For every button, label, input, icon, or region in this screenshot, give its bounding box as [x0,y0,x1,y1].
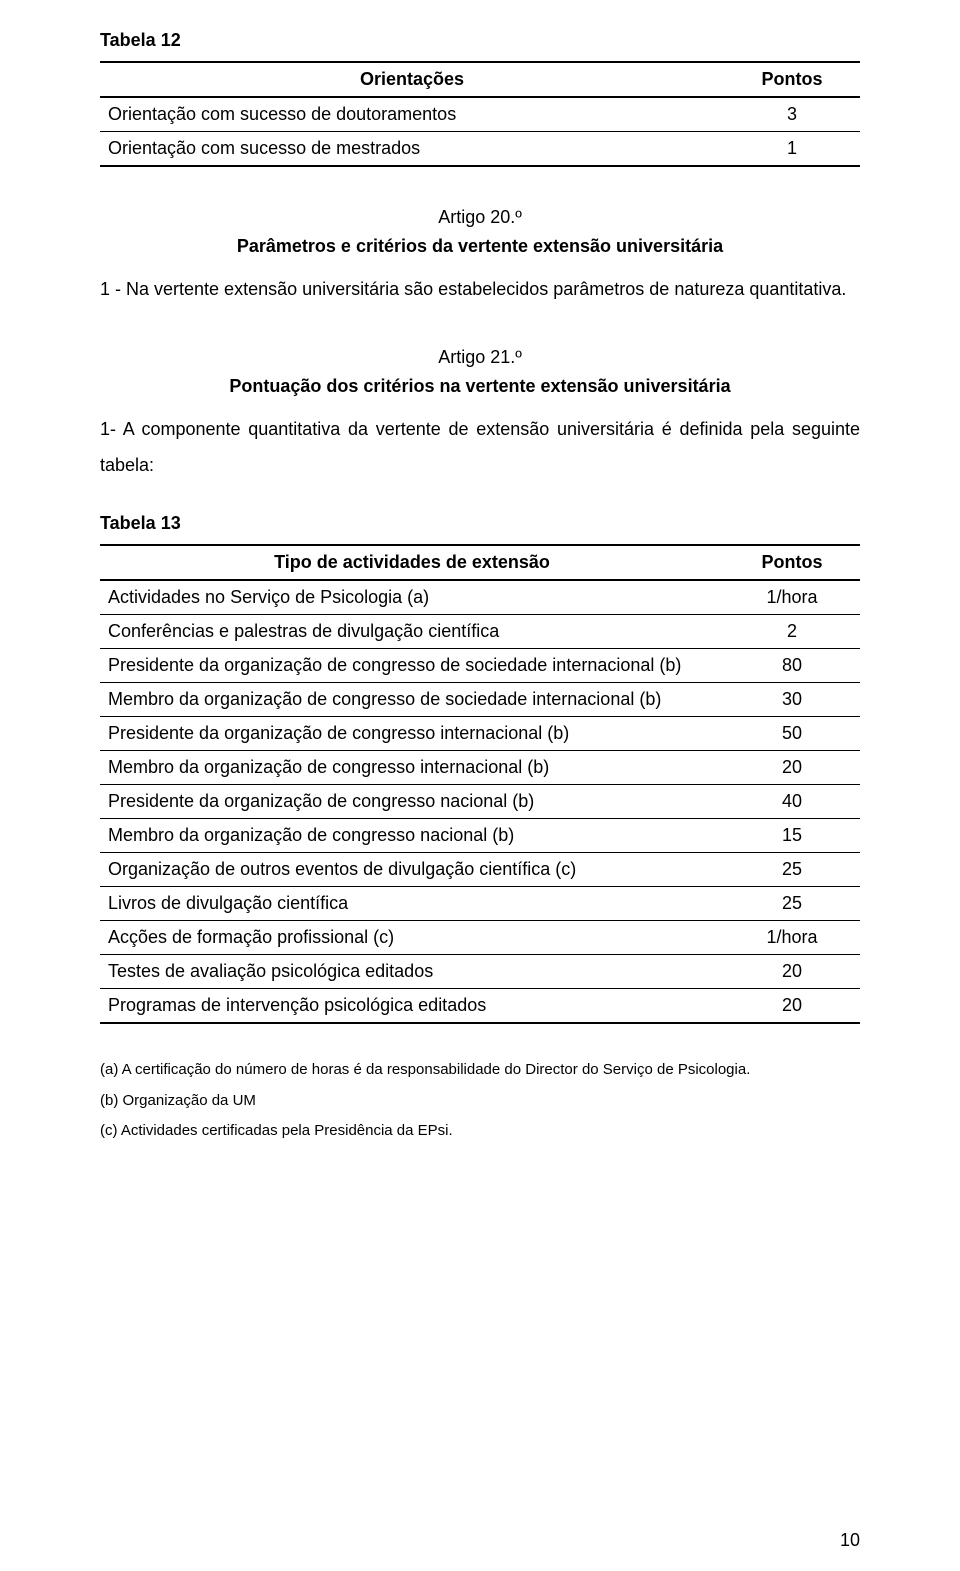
footnotes: (a) A certificação do número de horas é … [100,1056,860,1146]
cell-pts: 20 [724,751,860,785]
table12: Orientações Pontos Orientação com sucess… [100,61,860,167]
cell-pts: 25 [724,853,860,887]
cell-label: Presidente da organização de congresso i… [100,717,724,751]
table12-head-right: Pontos [724,62,860,97]
table-row: Programas de intervenção psicológica edi… [100,989,860,1024]
article20-number: Artigo 20.º [100,207,860,228]
cell-label: Orientação com sucesso de mestrados [100,132,724,167]
cell-label: Presidente da organização de congresso d… [100,649,724,683]
table12-head-left: Orientações [100,62,724,97]
cell-label: Actividades no Serviço de Psicologia (a) [100,580,724,615]
table-row: Orientação com sucesso de doutoramentos … [100,97,860,132]
table13-head-left: Tipo de actividades de extensão [100,545,724,580]
article21-number: Artigo 21.º [100,347,860,368]
article20-paragraph: 1 - Na vertente extensão universitária s… [100,271,860,307]
page-number: 10 [840,1530,860,1551]
footnote-c: (c) Actividades certificadas pela Presid… [100,1117,860,1146]
table-row: Presidente da organização de congresso d… [100,649,860,683]
table-row: Membro da organização de congresso inter… [100,751,860,785]
article21-title: Pontuação dos critérios na vertente exte… [100,376,860,397]
article21-block: Artigo 21.º Pontuação dos critérios na v… [100,347,860,397]
cell-pts: 1/hora [724,580,860,615]
cell-pts: 15 [724,819,860,853]
cell-label: Membro da organização de congresso inter… [100,751,724,785]
cell-label: Membro da organização de congresso nacio… [100,819,724,853]
cell-label: Conferências e palestras de divulgação c… [100,615,724,649]
table-row: Orientação com sucesso de mestrados 1 [100,132,860,167]
cell-label: Livros de divulgação científica [100,887,724,921]
cell-pts: 30 [724,683,860,717]
cell-label: Orientação com sucesso de doutoramentos [100,97,724,132]
cell-label: Programas de intervenção psicológica edi… [100,989,724,1024]
table-row: Livros de divulgação científica25 [100,887,860,921]
article21-paragraph: 1- A componente quantitativa da vertente… [100,411,860,483]
table13: Tipo de actividades de extensão Pontos A… [100,544,860,1024]
cell-pts: 20 [724,955,860,989]
table-row: Actividades no Serviço de Psicologia (a)… [100,580,860,615]
cell-label: Presidente da organização de congresso n… [100,785,724,819]
cell-pts: 3 [724,97,860,132]
cell-label: Organização de outros eventos de divulga… [100,853,724,887]
cell-pts: 40 [724,785,860,819]
cell-pts: 25 [724,887,860,921]
cell-pts: 1/hora [724,921,860,955]
cell-label: Acções de formação profissional (c) [100,921,724,955]
footnote-b: (b) Organização da UM [100,1087,860,1116]
page: Tabela 12 Orientações Pontos Orientação … [0,0,960,1571]
article20-block: Artigo 20.º Parâmetros e critérios da ve… [100,207,860,257]
cell-label: Membro da organização de congresso de so… [100,683,724,717]
table-row: Membro da organização de congresso nacio… [100,819,860,853]
table-row: Membro da organização de congresso de so… [100,683,860,717]
table13-label: Tabela 13 [100,513,860,534]
cell-pts: 2 [724,615,860,649]
cell-pts: 50 [724,717,860,751]
table-row: Presidente da organização de congresso i… [100,717,860,751]
table-row: Conferências e palestras de divulgação c… [100,615,860,649]
table13-head-right: Pontos [724,545,860,580]
cell-pts: 20 [724,989,860,1024]
table-row: Organização de outros eventos de divulga… [100,853,860,887]
cell-pts: 80 [724,649,860,683]
table-row: Testes de avaliação psicológica editados… [100,955,860,989]
table-row: Presidente da organização de congresso n… [100,785,860,819]
cell-label: Testes de avaliação psicológica editados [100,955,724,989]
table12-label: Tabela 12 [100,30,860,51]
footnote-a: (a) A certificação do número de horas é … [100,1056,860,1085]
cell-pts: 1 [724,132,860,167]
table-row: Acções de formação profissional (c)1/hor… [100,921,860,955]
article20-title: Parâmetros e critérios da vertente exten… [100,236,860,257]
